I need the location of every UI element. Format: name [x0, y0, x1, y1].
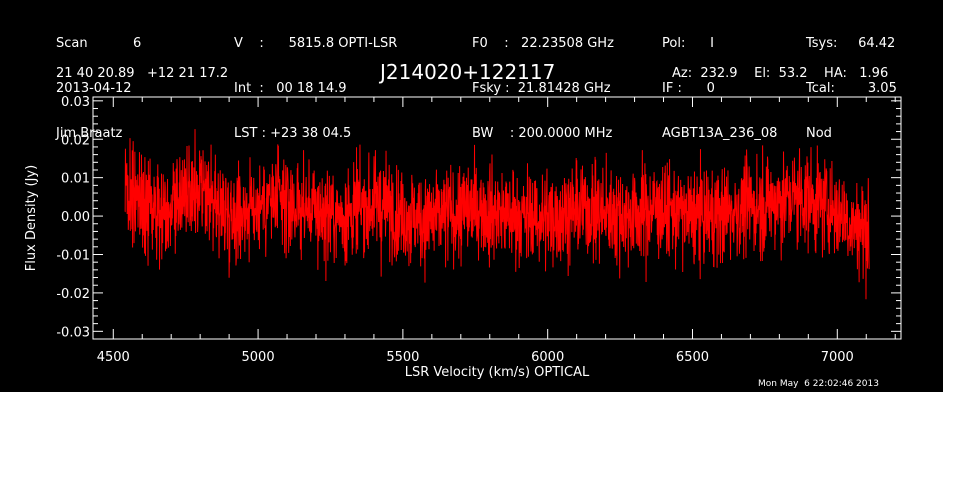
x-tick-label: 5500 [386, 350, 419, 365]
x-tick-label: 7000 [821, 350, 854, 365]
project-label: AGBT13A_236_08 [662, 126, 778, 141]
y-tick-label: -0.02 [56, 287, 90, 302]
y-tick-label: -0.01 [56, 248, 90, 263]
y-tick-label: 0.03 [61, 95, 90, 110]
y-tick-label: 0.00 [61, 210, 90, 225]
x-tick-label: 6000 [531, 350, 564, 365]
tsys-label: Tsys: 64.42 [806, 36, 896, 51]
y-tick-label: 0.01 [61, 172, 90, 187]
date-label: 2013-04-12 [56, 81, 132, 96]
tick-labels: 4500 5000 5500 6000 6500 7000 -0.03 -0.02 -0.01 0… [56, 95, 853, 365]
az-el-ha-readout: Az: 232.9 El: 53.2 HA: 1.96 [672, 66, 889, 81]
velocity-label: V : 5815.8 OPTI-LSR [234, 36, 398, 51]
header-col-velocity: V : 5815.8 OPTI-LSR Int : 00 18 14.9 LST… [234, 6, 397, 171]
plot-timestamp: Mon May 6 22:02:46 2013 [758, 379, 879, 389]
tcal-label: Tcal: 3.05 [806, 81, 897, 96]
header-col-frequency: F0 : 22.23508 GHz Fsky : 21.81428 GHz BW… [472, 6, 614, 171]
integration-label: Int : 00 18 14.9 [234, 81, 347, 96]
fsky-label: Fsky : 21.81428 GHz [472, 81, 611, 96]
y-tick-label: -0.03 [56, 325, 90, 340]
f0-label: F0 : 22.23508 GHz [472, 36, 614, 51]
plot-frame [92, 96, 902, 340]
y-axis-label: Flux Density (Jy) [24, 165, 39, 271]
mode-label: Nod [806, 126, 832, 141]
axis-ticks [93, 97, 901, 339]
spectrum-trace [124, 129, 870, 300]
x-axis-label: LSR Velocity (km/s) OPTICAL [405, 365, 590, 380]
bw-label: BW : 200.0000 MHz [472, 126, 613, 141]
header-col-scan: Scan 6 2013-04-12 Jim Braatz [56, 6, 141, 171]
lst-label: LST : +23 38 04.5 [234, 126, 352, 141]
x-tick-label: 5000 [242, 350, 275, 365]
header-col-pol: Pol: I IF : 0 AGBT13A_236_08 [662, 6, 777, 171]
spectrum-chart: 4500 5000 5500 6000 6500 7000 -0.03 -0.02 -0.01 0… [24, 95, 902, 380]
header-col-tsys: Tsys: 64.42 Tcal: 3.05 Nod [806, 6, 897, 171]
source-coordinates: 21 40 20.89 +12 21 17.2 [56, 66, 229, 81]
spectrum-trace-layer [124, 129, 870, 300]
y-tick-label: 0.02 [61, 133, 90, 148]
plot-window: Scan 6 2013-04-12 Jim Braatz V : 5815.8 … [0, 0, 943, 392]
pol-label: Pol: I [662, 36, 714, 51]
scan-label: Scan 6 [56, 36, 142, 51]
observer-label: Jim Braatz [56, 126, 123, 141]
x-tick-label: 6500 [676, 350, 709, 365]
if-label: IF : 0 [662, 81, 715, 96]
chart-title: J214020+122117 [380, 60, 556, 84]
x-tick-label: 4500 [97, 350, 130, 365]
